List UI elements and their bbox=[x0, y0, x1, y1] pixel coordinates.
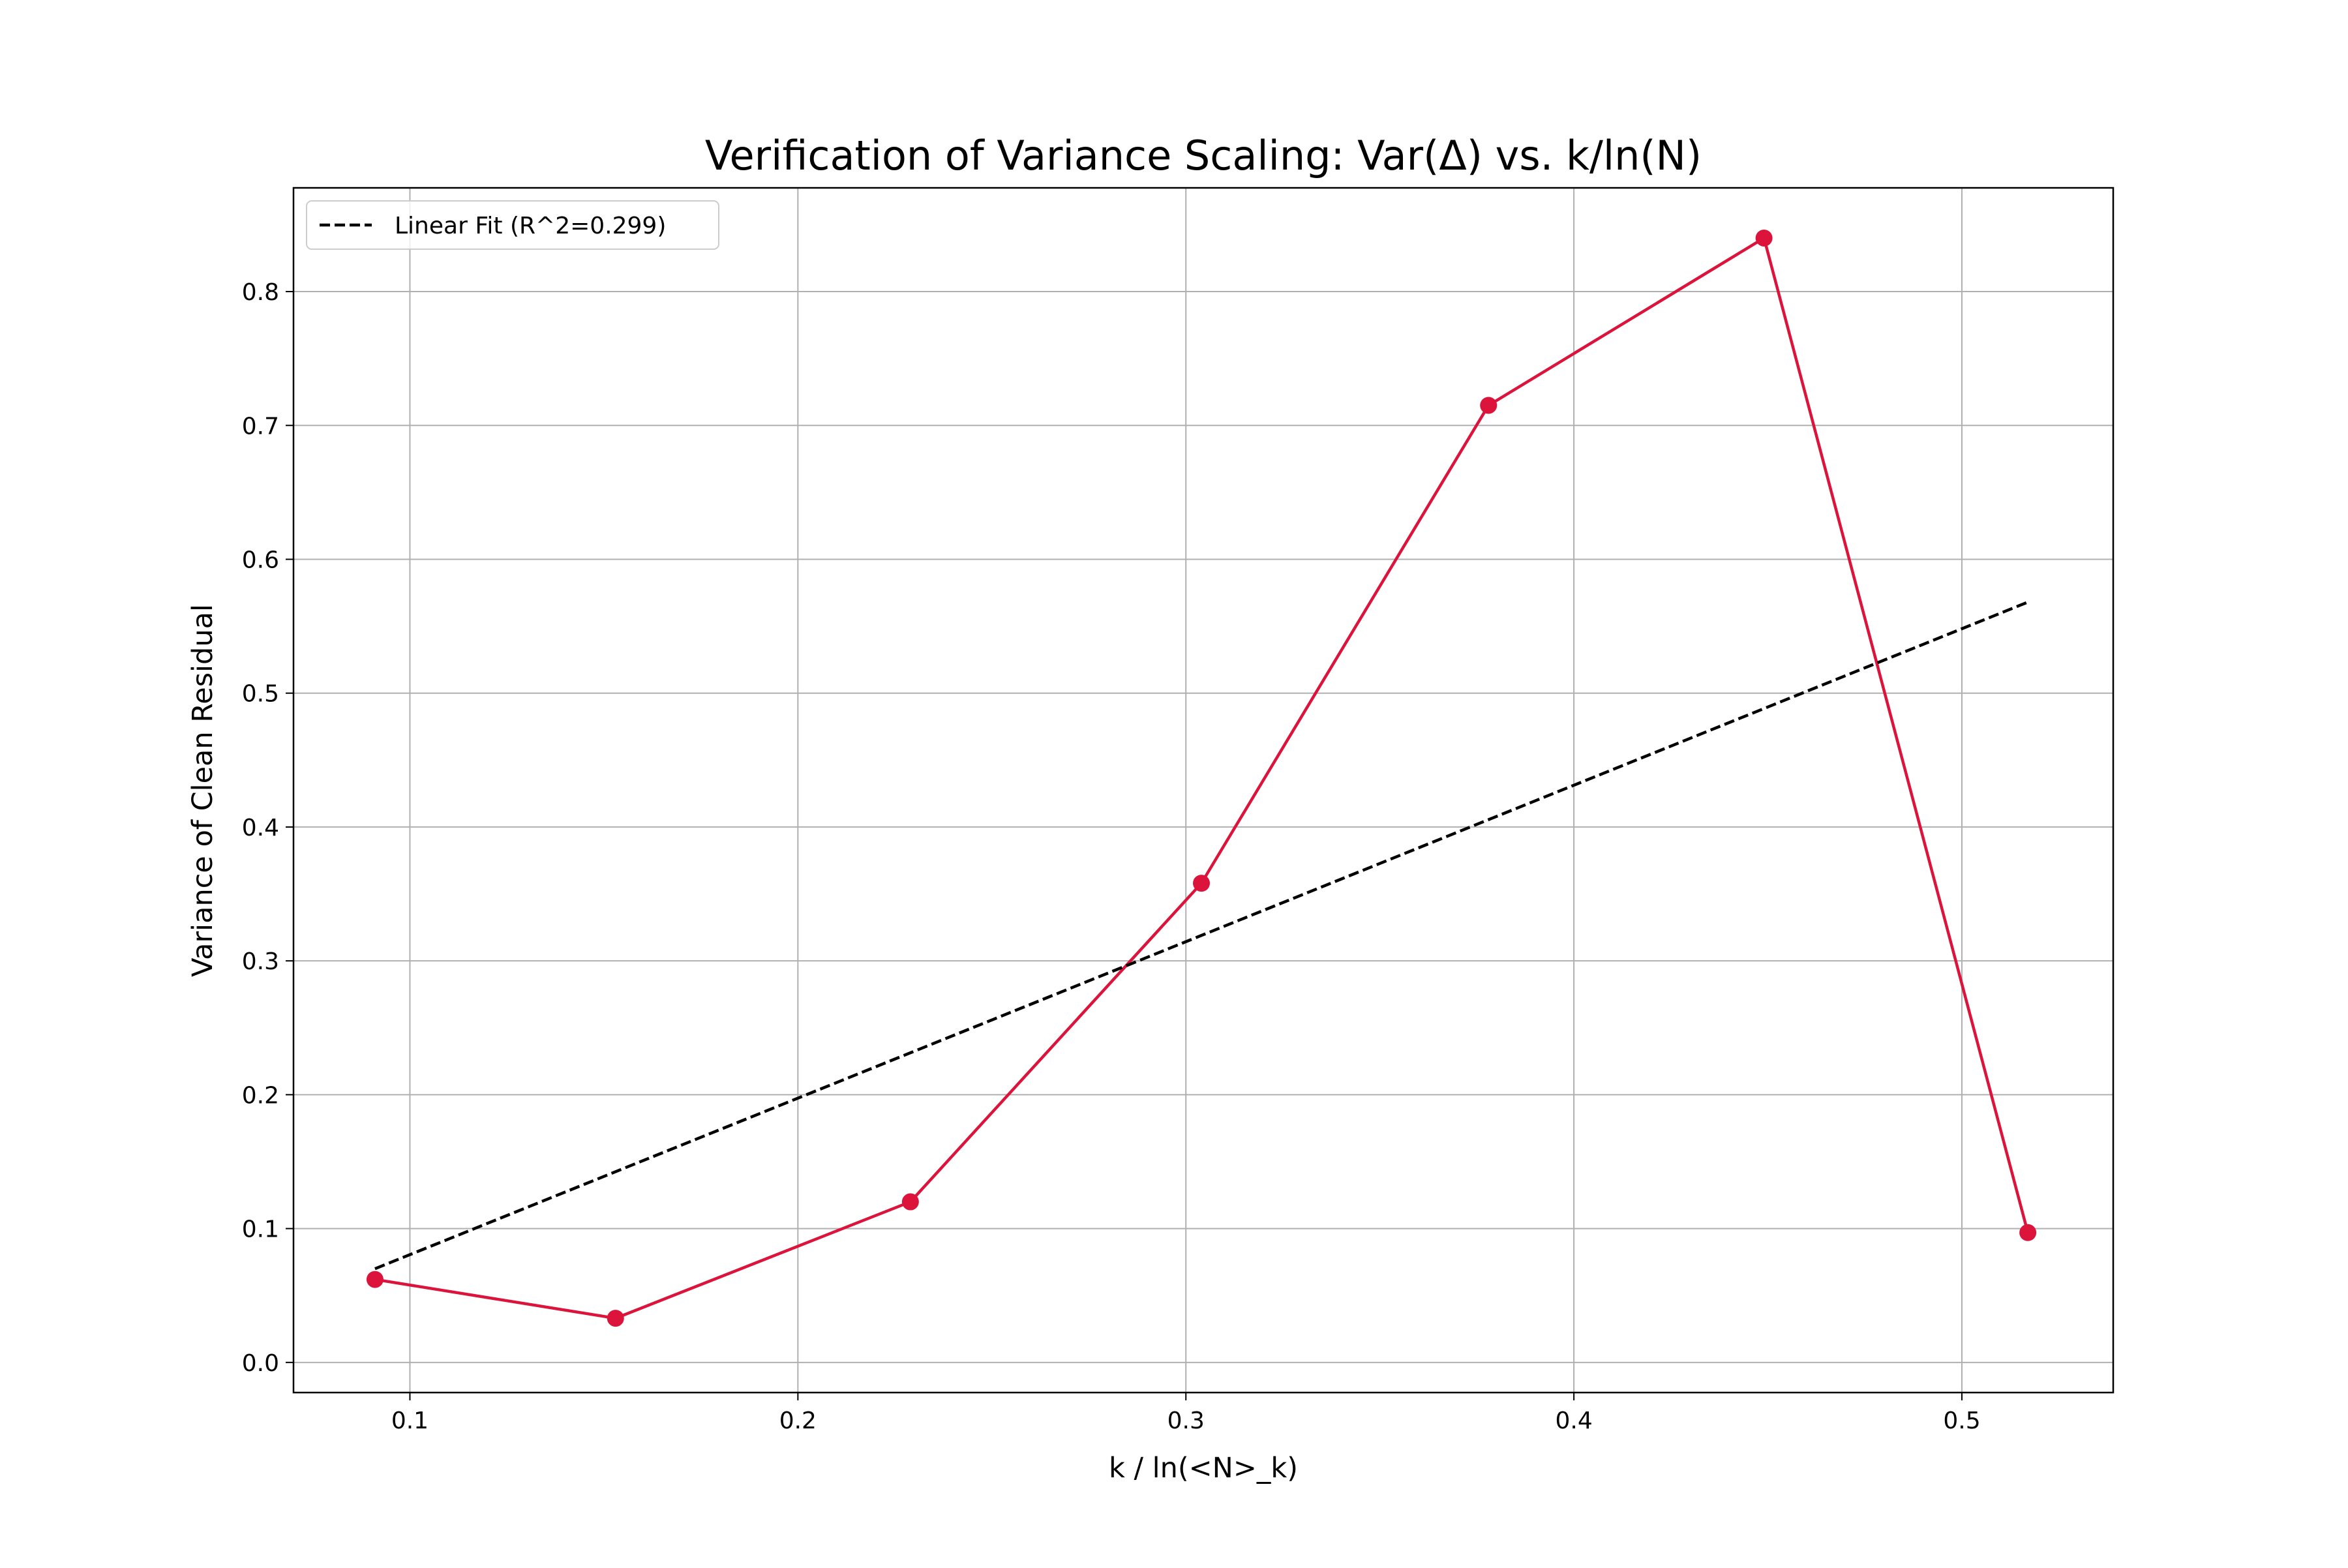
data-point bbox=[2019, 1224, 2037, 1241]
y-tick-label: 0.1 bbox=[242, 1216, 279, 1243]
legend-label-linear-fit: Linear Fit (R^2=0.299) bbox=[395, 213, 666, 239]
x-tick-label: 0.1 bbox=[391, 1408, 429, 1434]
data-point bbox=[1755, 229, 1773, 247]
y-tick-label: 0.2 bbox=[242, 1082, 279, 1109]
legend-box bbox=[306, 200, 719, 250]
data-point bbox=[901, 1193, 919, 1211]
x-tick-label: 0.4 bbox=[1555, 1408, 1592, 1434]
y-tick-label: 0.8 bbox=[242, 279, 279, 306]
y-tick-label: 0.4 bbox=[242, 815, 279, 841]
x-tick-label: 0.2 bbox=[779, 1408, 817, 1434]
series-layer bbox=[366, 229, 2037, 1327]
y-axis-label: Variance of Clean Residual bbox=[187, 604, 219, 977]
y-tick-label: 0.7 bbox=[242, 413, 279, 440]
x-tick-label: 0.3 bbox=[1167, 1408, 1205, 1434]
data-point bbox=[607, 1310, 624, 1327]
y-tick-label: 0.0 bbox=[242, 1350, 279, 1377]
data-point bbox=[1480, 397, 1498, 414]
data-point bbox=[1193, 875, 1211, 892]
linear-fit-line bbox=[374, 601, 2028, 1271]
y-tick-label: 0.3 bbox=[242, 948, 279, 975]
grid-layer bbox=[294, 188, 2113, 1393]
chart-title: Verification of Variance Scaling: Var(Δ)… bbox=[705, 132, 1702, 179]
data-point bbox=[366, 1271, 384, 1288]
plot-frame bbox=[292, 187, 2115, 1394]
x-tick-label: 0.5 bbox=[1943, 1408, 1980, 1434]
legend: Linear Fit (R^2=0.299) bbox=[306, 200, 719, 250]
y-tick-label: 0.6 bbox=[242, 547, 279, 573]
y-tick-label: 0.5 bbox=[242, 681, 279, 708]
tick-layer: 0.1 0.2 0.3 0.4 0.5 0.0 0.1 0.2 0.3 0.4 0.5 0.6 0.7 0… bbox=[242, 279, 1981, 1434]
x-axis-label: k / ln(<N>_k) bbox=[1109, 1452, 1298, 1485]
